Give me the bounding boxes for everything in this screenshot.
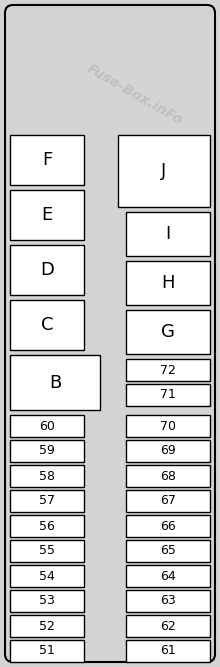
Text: G: G	[161, 323, 175, 341]
Bar	[10, 640, 84, 662]
Text: 68: 68	[160, 470, 176, 482]
Text: B: B	[49, 374, 61, 392]
Bar	[126, 261, 210, 305]
Bar	[10, 490, 84, 512]
Bar	[126, 540, 210, 562]
FancyBboxPatch shape	[5, 5, 215, 662]
Bar	[10, 615, 84, 637]
Bar	[118, 135, 210, 207]
Text: 69: 69	[160, 444, 176, 458]
Text: 72: 72	[160, 364, 176, 376]
Bar	[126, 615, 210, 637]
Bar	[126, 465, 210, 487]
Text: 65: 65	[160, 544, 176, 558]
Bar	[10, 590, 84, 612]
Bar	[126, 212, 210, 256]
Text: I: I	[165, 225, 171, 243]
Text: 52: 52	[39, 620, 55, 632]
Text: 60: 60	[39, 420, 55, 432]
Text: 64: 64	[160, 570, 176, 582]
Bar	[10, 190, 84, 240]
Bar	[126, 590, 210, 612]
Bar	[10, 465, 84, 487]
Bar	[126, 490, 210, 512]
Bar	[10, 135, 84, 185]
Text: 61: 61	[160, 644, 176, 658]
Text: 59: 59	[39, 444, 55, 458]
Bar	[10, 515, 84, 537]
Text: F: F	[42, 151, 52, 169]
Bar	[10, 440, 84, 462]
Bar	[10, 565, 84, 587]
Text: 58: 58	[39, 470, 55, 482]
Bar	[10, 300, 84, 350]
Text: 62: 62	[160, 620, 176, 632]
Text: E: E	[41, 206, 53, 224]
Text: 63: 63	[160, 594, 176, 608]
Text: D: D	[40, 261, 54, 279]
Text: 67: 67	[160, 494, 176, 508]
Bar	[10, 245, 84, 295]
Text: 55: 55	[39, 544, 55, 558]
Text: 56: 56	[39, 520, 55, 532]
Text: C: C	[41, 316, 53, 334]
Text: 66: 66	[160, 520, 176, 532]
Bar	[126, 310, 210, 354]
Text: J: J	[161, 162, 167, 180]
Bar	[10, 415, 84, 437]
Text: 54: 54	[39, 570, 55, 582]
Text: 71: 71	[160, 388, 176, 402]
Text: 70: 70	[160, 420, 176, 432]
Text: 51: 51	[39, 644, 55, 658]
Bar	[126, 565, 210, 587]
Bar	[126, 515, 210, 537]
Text: 53: 53	[39, 594, 55, 608]
Bar	[10, 355, 100, 410]
Bar	[126, 384, 210, 406]
Text: H: H	[161, 274, 175, 292]
Bar	[126, 415, 210, 437]
Bar	[126, 640, 210, 662]
Bar	[10, 540, 84, 562]
Text: 57: 57	[39, 494, 55, 508]
Bar	[126, 440, 210, 462]
Text: Fuse-Box.inFo: Fuse-Box.inFo	[85, 62, 185, 128]
Bar	[126, 359, 210, 381]
